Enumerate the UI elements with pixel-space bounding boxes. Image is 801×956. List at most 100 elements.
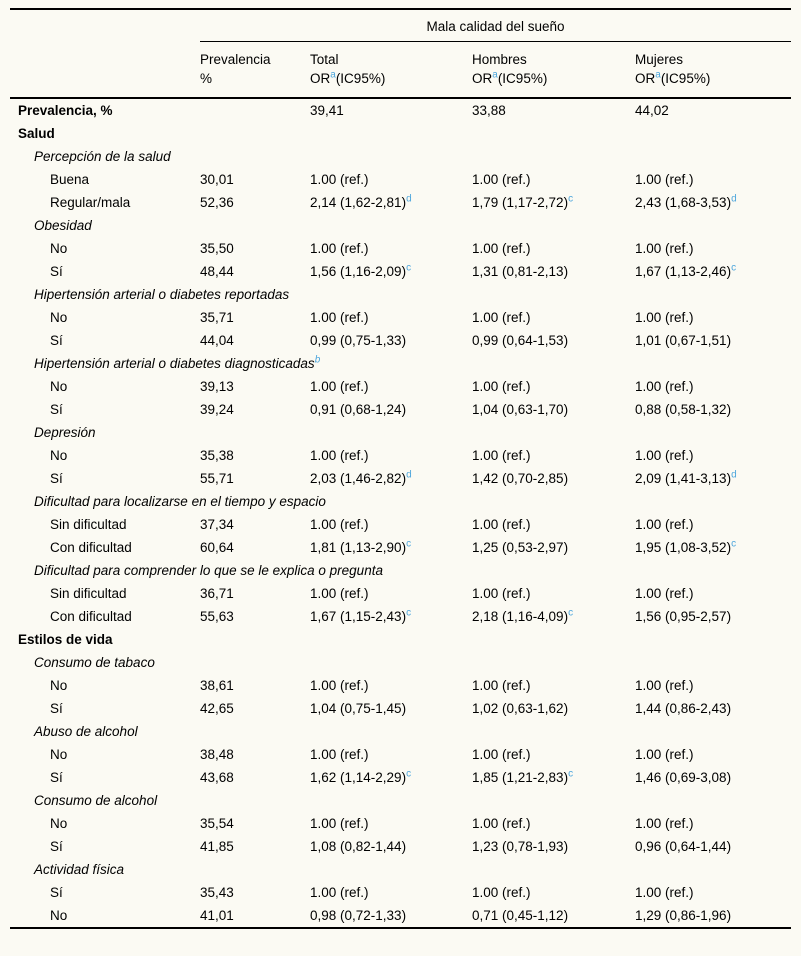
row-label: Percepción de la salud (34, 149, 171, 164)
row-label: Sí (50, 402, 63, 417)
cell: 1.00 (ref.) (635, 241, 694, 256)
row-label: Sí (50, 333, 63, 348)
cell: 39,24 (200, 402, 234, 417)
row-label: No (50, 678, 68, 693)
cell (472, 283, 635, 306)
cell: 1.00 (ref.) (472, 678, 531, 693)
header-spacer (10, 42, 200, 70)
column-header-total: Total (310, 52, 339, 67)
cell: 0,99 (0,75-1,33) (310, 333, 407, 348)
cell: 35,71 (200, 310, 234, 325)
cell: 42,65 (200, 701, 234, 716)
cell: 1,67 (1,13-2,46)c (635, 262, 737, 279)
cell (635, 122, 791, 145)
table-row: Con dificultad 55,63 1,67 (1,15-2,43)c 2,18… (10, 605, 791, 628)
table-row: Estilos de vida (10, 628, 791, 651)
row-label: No (50, 448, 68, 463)
cell: 1.00 (ref.) (472, 885, 531, 900)
cell: 0,96 (0,64-1,44) (635, 839, 732, 854)
cell: 55,63 (200, 609, 234, 624)
row-label: Sí (50, 264, 63, 279)
row-label: Buena (50, 172, 90, 187)
footnote-marker[interactable]: c (406, 607, 412, 619)
cell: 1.00 (ref.) (472, 586, 531, 601)
cell: 1,31 (0,81-2,13) (472, 264, 569, 279)
footnote-marker[interactable]: c (568, 607, 574, 619)
row-label: No (50, 379, 68, 394)
cell: 1.00 (ref.) (472, 310, 531, 325)
cell: 0,71 (0,45-1,12) (472, 908, 569, 923)
cell: 1.00 (ref.) (472, 517, 531, 532)
cell: 1.00 (ref.) (310, 885, 369, 900)
row-label: Abuso de alcohol (34, 724, 138, 739)
cell (472, 559, 635, 582)
footnote-marker[interactable]: c (568, 768, 574, 780)
cell: 0,88 (0,58-1,32) (635, 402, 732, 417)
cell: 39,41 (310, 103, 344, 118)
cell (472, 352, 635, 375)
row-label: Salud (18, 126, 55, 141)
cell: 2,18 (1,16-4,09)c (472, 607, 574, 624)
cell: 1.00 (ref.) (310, 172, 369, 187)
cell (200, 651, 310, 674)
cell: 0,98 (0,72-1,33) (310, 908, 407, 923)
footnote-marker[interactable]: c (406, 768, 412, 780)
footnote-marker[interactable]: a (492, 69, 498, 81)
cell: 52,36 (200, 195, 234, 210)
footnote-marker[interactable]: b (314, 354, 321, 366)
table-row: Consumo de alcohol (10, 789, 791, 812)
cell: 1.00 (ref.) (310, 816, 369, 831)
cell: 37,34 (200, 517, 234, 532)
cell: 1,23 (0,78-1,93) (472, 839, 569, 854)
cell: 1.00 (ref.) (635, 586, 694, 601)
column-subheader-mujeres: ORa(IC95%) (635, 69, 792, 99)
row-label: Sí (50, 839, 63, 854)
footnote-marker[interactable]: a (330, 69, 336, 81)
cell: 0,91 (0,68-1,24) (310, 402, 407, 417)
header-row-top: Prevalencia Total Hombres Mujeres (10, 42, 791, 70)
cell (310, 720, 472, 743)
cell: 1.00 (ref.) (635, 379, 694, 394)
footnote-marker[interactable]: d (406, 193, 412, 205)
cell: 35,43 (200, 885, 234, 900)
footnote-marker[interactable]: c (731, 262, 737, 274)
column-header-hombres: Hombres (472, 52, 527, 67)
footnote-marker[interactable]: d (731, 193, 737, 205)
column-subheader-hombres: ORa(IC95%) (472, 69, 635, 99)
row-label: Con dificultad (50, 540, 132, 555)
table-row: No 41,01 0,98 (0,72-1,33) 0,71 (0,45-1,12) 1… (10, 904, 791, 928)
cell: 30,01 (200, 172, 234, 187)
cell: 1.00 (ref.) (635, 678, 694, 693)
header-spacer (10, 69, 200, 99)
table-row: No 39,13 1.00 (ref.) 1.00 (ref.) 1.00 (ref.) (10, 375, 791, 398)
table-body: Prevalencia, % 39,41 33,88 44,02 Salud Percep… (10, 98, 791, 928)
footnote-marker[interactable]: d (731, 469, 737, 481)
cell: 43,68 (200, 770, 234, 785)
row-label: No (50, 908, 68, 923)
table-row: Hipertensión arterial o diabetes reporta… (10, 283, 791, 306)
table-row: Sí 55,71 2,03 (1,46-2,82)d 1,42 (0,70-2,85)… (10, 467, 791, 490)
footnote-marker[interactable]: a (655, 69, 661, 81)
footnote-marker[interactable]: c (731, 538, 737, 550)
cell: 2,43 (1,68-3,53)d (635, 193, 737, 210)
cell: 1.00 (ref.) (472, 241, 531, 256)
cell (635, 789, 791, 812)
cell: 2,14 (1,62-2,81)d (310, 193, 412, 210)
footnote-marker[interactable]: c (406, 262, 412, 274)
cell: 1,85 (1,21-2,83)c (472, 768, 574, 785)
footnote-marker[interactable]: d (406, 469, 412, 481)
cell: 1,01 (0,67-1,51) (635, 333, 732, 348)
cell (310, 145, 472, 168)
cell (635, 145, 791, 168)
row-label: Obesidad (34, 218, 92, 233)
footnote-marker[interactable]: c (568, 193, 574, 205)
table-row: Sí 35,43 1.00 (ref.) 1.00 (ref.) 1.00 (ref.) (10, 881, 791, 904)
cell (200, 421, 310, 444)
table-row: No 38,61 1.00 (ref.) 1.00 (ref.) 1.00 (ref.) (10, 674, 791, 697)
row-label: Sí (50, 701, 63, 716)
cell: 1.00 (ref.) (310, 241, 369, 256)
table-row: Sí 43,68 1,62 (1,14-2,29)c 1,85 (1,21-2,83)… (10, 766, 791, 789)
footnote-marker[interactable]: c (406, 538, 412, 550)
cell: 0,99 (0,64-1,53) (472, 333, 569, 348)
cell (472, 122, 635, 145)
